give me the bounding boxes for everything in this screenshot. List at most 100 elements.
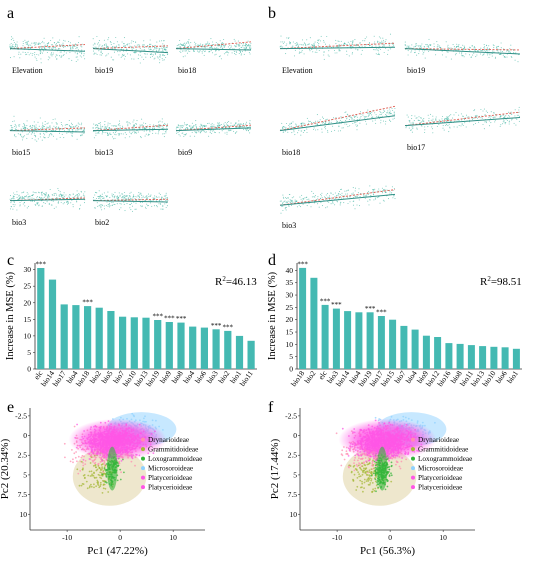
data-point <box>109 132 111 134</box>
data-point <box>116 41 118 43</box>
data-point <box>22 45 24 47</box>
data-point <box>309 120 311 122</box>
data-point <box>74 196 76 198</box>
data-point <box>234 123 237 125</box>
y-tick-label: 20 <box>24 298 32 307</box>
data-point <box>30 44 32 46</box>
data-point <box>188 42 190 44</box>
data-point <box>186 127 188 129</box>
data-point <box>48 126 50 128</box>
data-point <box>303 122 305 124</box>
panel-letter-c: c <box>7 252 14 269</box>
data-point <box>98 122 100 125</box>
data-point <box>223 38 225 41</box>
data-point <box>99 44 101 46</box>
bar-bio7 <box>400 325 408 369</box>
y-tick-label: 10 <box>24 331 32 340</box>
data-point <box>246 43 248 45</box>
data-point <box>117 198 119 200</box>
data-point <box>151 419 154 422</box>
data-point <box>164 55 166 57</box>
data-point <box>235 121 237 124</box>
y-tick-label: 20 <box>286 315 294 324</box>
data-point <box>141 201 143 203</box>
data-point <box>308 122 310 124</box>
data-point <box>317 129 319 131</box>
data-point <box>441 115 444 118</box>
data-point <box>299 51 301 53</box>
data-point <box>301 49 303 52</box>
data-point <box>122 133 124 135</box>
data-point <box>48 203 50 205</box>
data-point <box>357 48 359 51</box>
data-point <box>233 38 235 40</box>
data-point <box>326 118 328 120</box>
data-point <box>100 204 102 206</box>
data-point <box>35 136 37 138</box>
data-point <box>427 126 429 128</box>
data-point <box>282 196 284 198</box>
data-point <box>183 50 185 52</box>
data-point <box>34 192 36 194</box>
data-point <box>343 42 345 44</box>
data-point <box>92 44 94 46</box>
data-point <box>40 197 42 199</box>
data-point <box>19 204 21 206</box>
data-point <box>207 43 209 45</box>
bar-bio4 <box>189 326 197 369</box>
data-point <box>71 59 73 61</box>
data-point <box>153 205 156 207</box>
data-point <box>235 50 237 52</box>
data-point <box>412 128 414 130</box>
data-point <box>234 53 236 55</box>
data-point <box>385 115 387 117</box>
data-point <box>419 119 421 122</box>
data-point <box>317 44 319 46</box>
data-point <box>127 197 129 199</box>
data-point <box>43 193 45 195</box>
data-point <box>165 194 167 196</box>
data-point <box>218 50 220 52</box>
data-point <box>182 56 184 58</box>
data-point <box>364 197 366 199</box>
data-point <box>367 109 369 111</box>
data-point <box>12 208 14 210</box>
data-point <box>313 122 315 124</box>
data-point <box>46 51 48 54</box>
data-point <box>371 116 373 118</box>
data-point <box>493 116 495 118</box>
data-point <box>307 44 309 46</box>
data-point <box>116 197 118 199</box>
data-point <box>23 202 25 204</box>
data-point <box>292 45 294 47</box>
data-point <box>195 120 197 122</box>
data-point <box>99 127 102 129</box>
data-point <box>194 41 196 43</box>
data-point <box>204 51 206 53</box>
data-point <box>95 466 97 469</box>
data-point <box>106 54 108 56</box>
data-point <box>358 45 360 48</box>
data-point <box>79 470 82 472</box>
data-point <box>42 50 45 52</box>
data-point <box>382 111 384 113</box>
data-point <box>486 47 488 49</box>
data-point <box>221 42 223 44</box>
data-point <box>290 202 292 204</box>
data-point <box>227 54 229 56</box>
x-tick-label: bio11 <box>238 369 255 388</box>
data-point <box>382 37 384 39</box>
data-point <box>249 123 251 125</box>
data-point <box>100 207 102 209</box>
data-point <box>430 44 432 46</box>
data-point <box>360 192 362 195</box>
data-point <box>34 54 36 56</box>
data-point <box>245 125 247 128</box>
data-point <box>349 43 351 45</box>
data-point <box>291 197 293 199</box>
data-point <box>50 52 53 54</box>
data-point <box>140 193 142 195</box>
data-point <box>338 44 340 46</box>
data-point <box>147 45 149 47</box>
data-point <box>162 208 164 210</box>
